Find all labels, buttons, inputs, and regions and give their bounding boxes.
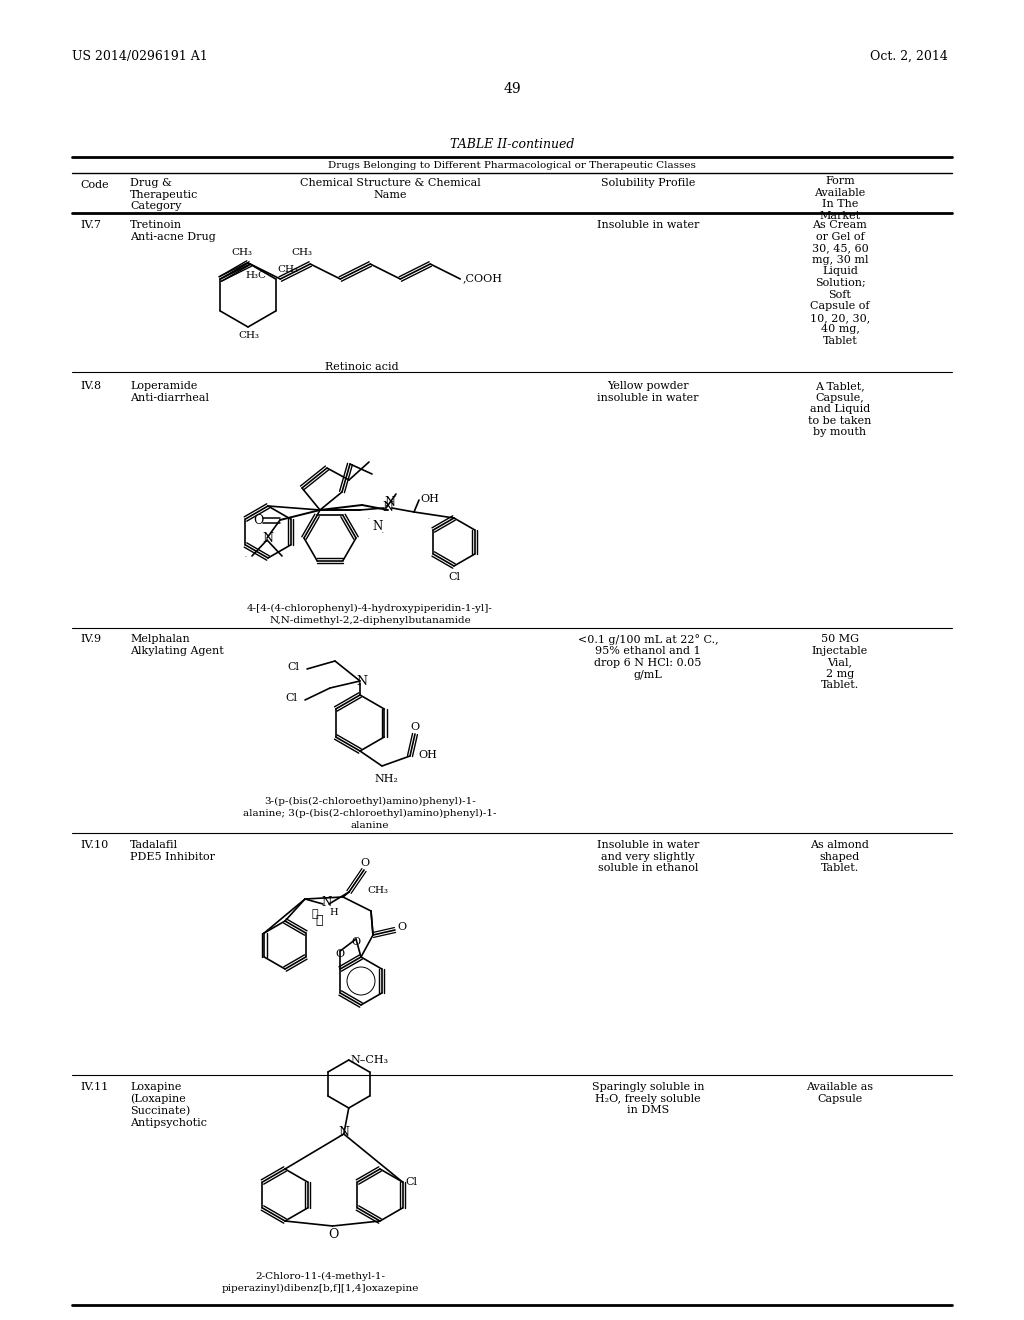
Text: piperazinyl)dibenz[b,f][1,4]oxazepine: piperazinyl)dibenz[b,f][1,4]oxazepine <box>221 1284 419 1294</box>
Text: Sparingly soluble in
H₂O, freely soluble
in DMS: Sparingly soluble in H₂O, freely soluble… <box>592 1082 705 1115</box>
Text: N: N <box>356 675 367 688</box>
Text: 2-Chloro-11-(4-methyl-1-: 2-Chloro-11-(4-methyl-1- <box>255 1272 385 1282</box>
Text: TABLE II-continued: TABLE II-continued <box>450 139 574 150</box>
Text: Insoluble in water
and very slightly
soluble in ethanol: Insoluble in water and very slightly sol… <box>597 840 699 874</box>
Text: N: N <box>384 496 395 510</box>
Text: 50 MG
Injectable
Vial,
2 mg
Tablet.: 50 MG Injectable Vial, 2 mg Tablet. <box>812 634 868 690</box>
Text: N–CH₃: N–CH₃ <box>351 1055 389 1065</box>
Text: US 2014/0296191 A1: US 2014/0296191 A1 <box>72 50 208 63</box>
Text: O: O <box>397 921 407 932</box>
Text: Melphalan
Alkylating Agent: Melphalan Alkylating Agent <box>130 634 224 656</box>
Text: Cl: Cl <box>287 663 299 672</box>
Text: Insoluble in water: Insoluble in water <box>597 220 699 230</box>
Text: O: O <box>329 1228 339 1241</box>
Text: IV.10: IV.10 <box>80 840 109 850</box>
Text: Cl: Cl <box>449 572 460 582</box>
Text: Ⓡ: Ⓡ <box>311 909 317 919</box>
Text: 4-[4-(4-chlorophenyl)-4-hydroxypiperidin-1-yl]-: 4-[4-(4-chlorophenyl)-4-hydroxypiperidin… <box>247 605 493 612</box>
Text: Tadalafil
PDE5 Inhibitor: Tadalafil PDE5 Inhibitor <box>130 840 215 862</box>
Text: Yellow powder
insoluble in water: Yellow powder insoluble in water <box>597 381 698 403</box>
Text: As almond
shaped
Tablet.: As almond shaped Tablet. <box>811 840 869 874</box>
Text: alanine; 3(p-(bis(2-chloroethyl)amino)phenyl)-1-: alanine; 3(p-(bis(2-chloroethyl)amino)ph… <box>244 809 497 818</box>
Text: Oct. 2, 2014: Oct. 2, 2014 <box>870 50 948 63</box>
Text: ⓙ: ⓙ <box>315 913 323 927</box>
Text: IV.7: IV.7 <box>80 220 101 230</box>
Text: N: N <box>262 532 273 545</box>
Text: Cl: Cl <box>285 693 297 704</box>
Text: Chemical Structure & Chemical
Name: Chemical Structure & Chemical Name <box>300 178 480 199</box>
Text: N,N-dimethyl-2,2-diphenylbutanamide: N,N-dimethyl-2,2-diphenylbutanamide <box>269 616 471 624</box>
Text: Drugs Belonging to Different Pharmacological or Therapeutic Classes: Drugs Belonging to Different Pharmacolog… <box>328 161 696 170</box>
Text: Solubility Profile: Solubility Profile <box>601 178 695 187</box>
Text: <0.1 g/100 mL at 22° C.,
95% ethanol and 1
drop 6 N HCl: 0.05
g/mL: <0.1 g/100 mL at 22° C., 95% ethanol and… <box>578 634 718 680</box>
Text: CH₃: CH₃ <box>278 265 299 275</box>
Text: Cl: Cl <box>406 1177 418 1187</box>
Text: H₃C: H₃C <box>246 271 266 280</box>
Text: Loxapine
(Loxapine
Succinate)
Antipsychotic: Loxapine (Loxapine Succinate) Antipsycho… <box>130 1082 207 1127</box>
Text: N: N <box>382 502 393 513</box>
Text: N: N <box>321 896 331 909</box>
Text: A Tablet,
Capsule,
and Liquid
to be taken
by mouth: A Tablet, Capsule, and Liquid to be take… <box>808 381 871 437</box>
Text: O: O <box>253 513 263 527</box>
Text: CH₃: CH₃ <box>292 248 312 257</box>
Text: Form
Available
In The
Market: Form Available In The Market <box>814 176 865 220</box>
Text: N: N <box>372 520 382 533</box>
Text: Loperamide
Anti-diarrheal: Loperamide Anti-diarrheal <box>130 381 209 403</box>
Text: O: O <box>360 858 369 869</box>
Text: H: H <box>329 908 338 917</box>
Text: CH₃: CH₃ <box>231 248 253 257</box>
Text: O: O <box>335 949 344 960</box>
Text: Available as
Capsule: Available as Capsule <box>807 1082 873 1104</box>
Text: IV.11: IV.11 <box>80 1082 109 1092</box>
Text: Drug &
Therapeutic
Category: Drug & Therapeutic Category <box>130 178 199 211</box>
Text: 3-(p-(bis(2-chloroethyl)amino)phenyl)-1-: 3-(p-(bis(2-chloroethyl)amino)phenyl)-1- <box>264 797 476 807</box>
Text: O: O <box>351 937 360 946</box>
Text: OH: OH <box>420 494 439 504</box>
Text: Code: Code <box>80 180 109 190</box>
Text: 49: 49 <box>503 82 521 96</box>
Text: CH₃: CH₃ <box>367 886 388 895</box>
Text: CH₃: CH₃ <box>238 331 259 341</box>
Text: Retinoic acid: Retinoic acid <box>326 362 398 372</box>
Text: N: N <box>339 1126 350 1139</box>
Text: OH: OH <box>418 750 437 760</box>
Text: As Cream
or Gel of
30, 45, 60
mg, 30 ml
Liquid
Solution;
Soft
Capsule of
10, 20,: As Cream or Gel of 30, 45, 60 mg, 30 ml … <box>810 220 870 346</box>
Text: Tretinoin
Anti-acne Drug: Tretinoin Anti-acne Drug <box>130 220 216 242</box>
Text: O: O <box>410 722 419 733</box>
Text: IV.9: IV.9 <box>80 634 101 644</box>
Text: alanine: alanine <box>351 821 389 830</box>
Text: IV.8: IV.8 <box>80 381 101 391</box>
Text: ,COOH: ,COOH <box>462 273 503 282</box>
Text: NH₂: NH₂ <box>374 774 398 784</box>
